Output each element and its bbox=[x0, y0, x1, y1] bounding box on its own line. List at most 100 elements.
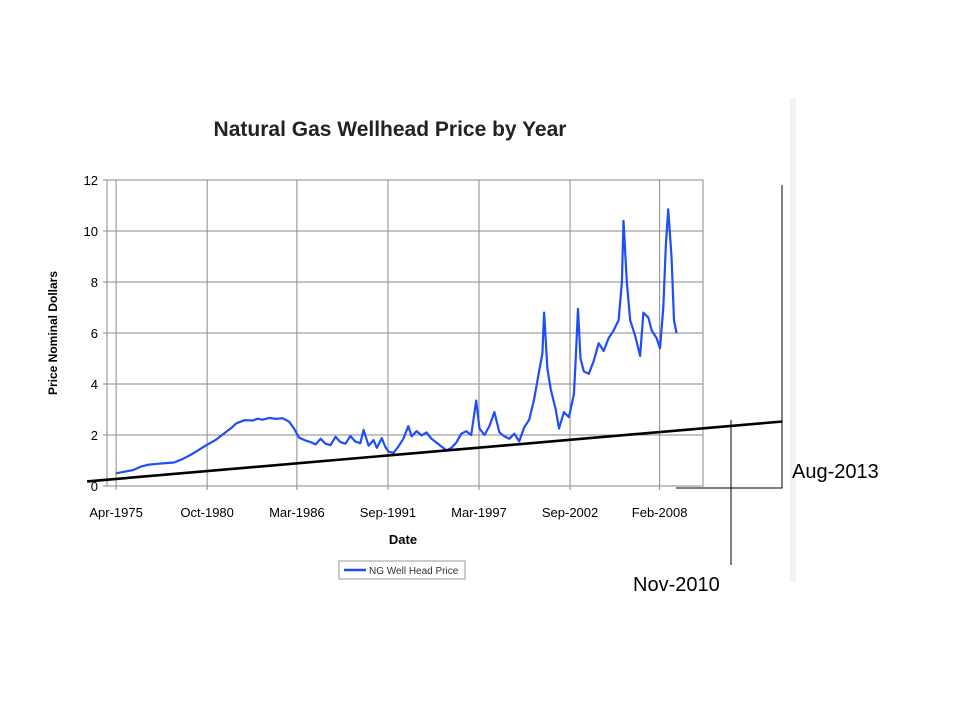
series-point bbox=[528, 419, 530, 421]
bracket-label: Aug-2013 bbox=[792, 461, 879, 483]
series-point bbox=[381, 437, 383, 439]
series-point bbox=[397, 445, 399, 448]
series-point bbox=[421, 434, 423, 437]
series-point bbox=[376, 447, 378, 449]
series-point bbox=[470, 434, 472, 436]
series-point bbox=[354, 441, 356, 443]
series-point bbox=[315, 443, 317, 445]
series-point bbox=[675, 332, 678, 334]
series-point bbox=[478, 428, 481, 430]
series-point bbox=[538, 370, 540, 372]
x-tick-label: Sep-1991 bbox=[360, 505, 416, 520]
series-point bbox=[550, 388, 552, 390]
series-point bbox=[673, 319, 675, 321]
series-point bbox=[621, 281, 623, 283]
series-point bbox=[573, 393, 575, 395]
series-point bbox=[460, 433, 462, 435]
series-point bbox=[639, 355, 641, 357]
series-point bbox=[329, 444, 332, 446]
series-point bbox=[465, 430, 467, 432]
series-point bbox=[339, 441, 341, 443]
series-point bbox=[425, 431, 428, 433]
series-point bbox=[613, 329, 615, 332]
series-point bbox=[583, 370, 585, 372]
series-point bbox=[659, 347, 661, 349]
x-gridlines bbox=[115, 180, 661, 490]
series-point bbox=[533, 398, 535, 400]
series-point bbox=[647, 317, 650, 319]
y-tick-label: 10 bbox=[84, 224, 98, 239]
series-point bbox=[293, 428, 295, 430]
x-tick-label: Feb-2008 bbox=[632, 505, 688, 520]
series-point bbox=[518, 440, 520, 442]
series-point bbox=[483, 434, 486, 436]
series-point bbox=[115, 472, 117, 474]
series-point bbox=[598, 342, 600, 344]
series-point bbox=[298, 437, 300, 439]
series-line bbox=[115, 208, 678, 475]
y-tick-labels: 0 2 4 6 8 10 12 bbox=[84, 173, 98, 494]
series-point bbox=[243, 419, 245, 421]
series-point bbox=[257, 418, 259, 420]
bracket-line bbox=[676, 185, 783, 489]
series-point bbox=[198, 449, 200, 451]
vertical-marker-label: Nov-2010 bbox=[633, 574, 720, 596]
chart-title: Natural Gas Wellhead Price by Year bbox=[214, 118, 567, 141]
series-point bbox=[344, 443, 346, 445]
series-point bbox=[275, 418, 277, 420]
x-tick-label: Mar-1997 bbox=[451, 505, 507, 520]
series-point bbox=[430, 438, 433, 440]
series-point bbox=[629, 319, 631, 321]
series-point bbox=[662, 306, 664, 309]
legend-box bbox=[338, 560, 466, 580]
series-point bbox=[173, 461, 175, 464]
series-point bbox=[579, 357, 582, 360]
series-point bbox=[416, 430, 418, 432]
series-point bbox=[498, 431, 500, 433]
series-point bbox=[543, 312, 545, 314]
series-point bbox=[555, 408, 557, 411]
series-point bbox=[541, 352, 544, 354]
y-tick-label: 12 bbox=[84, 173, 98, 188]
series-point bbox=[334, 436, 337, 438]
series-point bbox=[665, 245, 667, 247]
series-point bbox=[411, 435, 413, 437]
series-point bbox=[235, 422, 237, 425]
series-point bbox=[262, 419, 264, 421]
series-point bbox=[435, 442, 438, 444]
series-point bbox=[402, 438, 404, 440]
series-point bbox=[372, 439, 375, 441]
series-point bbox=[206, 444, 208, 446]
series-point bbox=[622, 220, 625, 222]
y-tick-label: 6 bbox=[91, 326, 98, 341]
x-tick-label: Oct-1980 bbox=[180, 505, 233, 520]
series-point bbox=[558, 428, 560, 430]
series-point bbox=[324, 443, 327, 445]
series-point bbox=[626, 281, 628, 283]
series-point bbox=[123, 471, 125, 473]
series-point bbox=[281, 417, 284, 419]
series-point bbox=[574, 363, 577, 365]
series-point bbox=[231, 426, 233, 428]
series-point bbox=[651, 329, 653, 332]
series-point bbox=[563, 411, 565, 413]
series-point bbox=[268, 417, 270, 419]
series-point bbox=[140, 466, 142, 468]
series-point bbox=[603, 350, 605, 352]
annotation-layer: Aug-2013 Nov-2010 bbox=[87, 185, 879, 596]
series-point bbox=[288, 421, 290, 423]
series-point bbox=[407, 425, 409, 427]
legend-label: NG Well Head Price bbox=[369, 566, 459, 577]
series-point bbox=[387, 451, 389, 453]
x-axis-label: Date bbox=[389, 532, 417, 547]
series-point bbox=[656, 337, 658, 339]
series-point bbox=[156, 463, 159, 465]
plot-frame bbox=[106, 179, 704, 487]
series-layer bbox=[115, 208, 678, 475]
series-point bbox=[493, 411, 495, 413]
series-point bbox=[305, 440, 307, 442]
series-point bbox=[148, 464, 150, 466]
legend: NG Well Head Price bbox=[338, 560, 466, 580]
